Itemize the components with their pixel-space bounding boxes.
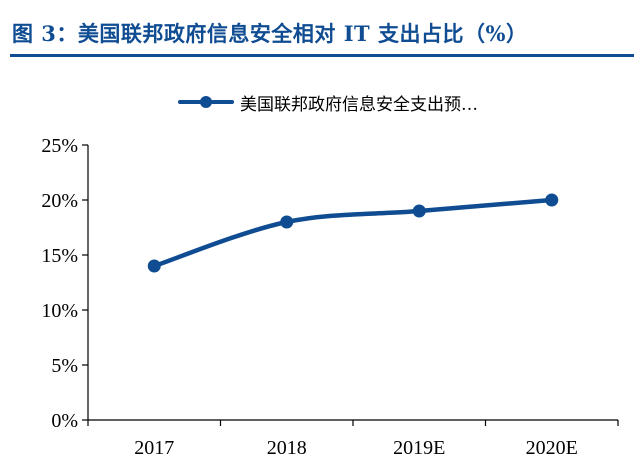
x-tick-label: 2017 xyxy=(134,437,174,459)
y-tick-label: 20% xyxy=(41,190,78,212)
y-tick-label: 10% xyxy=(41,300,78,322)
y-tick-label: 0% xyxy=(51,410,78,432)
y-tick-label: 5% xyxy=(51,355,78,377)
legend-line-marker-icon xyxy=(178,92,234,112)
legend: 美国联邦政府信息安全支出预… xyxy=(178,88,478,116)
data-point xyxy=(147,259,161,273)
series-line xyxy=(152,197,554,269)
y-tick-labels: 0% 5% 10% 15% 20% 25% xyxy=(41,135,78,432)
series-layer xyxy=(147,193,559,273)
x-tick-label: 2019E xyxy=(393,437,445,459)
data-point xyxy=(545,193,559,207)
title-divider xyxy=(10,54,634,57)
x-tick-label: 2020E xyxy=(526,437,578,459)
axes xyxy=(82,144,619,426)
chart-title: 图 3：美国联邦政府信息安全相对 IT 支出占比（%） xyxy=(12,21,528,46)
x-tick-labels: 2017 2018 2019E 2020E xyxy=(134,437,578,459)
y-tick-label: 25% xyxy=(41,135,78,157)
y-tick-label: 15% xyxy=(41,245,78,267)
data-point xyxy=(280,215,294,229)
data-point xyxy=(412,204,426,218)
legend-label: 美国联邦政府信息安全支出预… xyxy=(240,94,478,115)
x-tick-label: 2018 xyxy=(267,437,307,459)
